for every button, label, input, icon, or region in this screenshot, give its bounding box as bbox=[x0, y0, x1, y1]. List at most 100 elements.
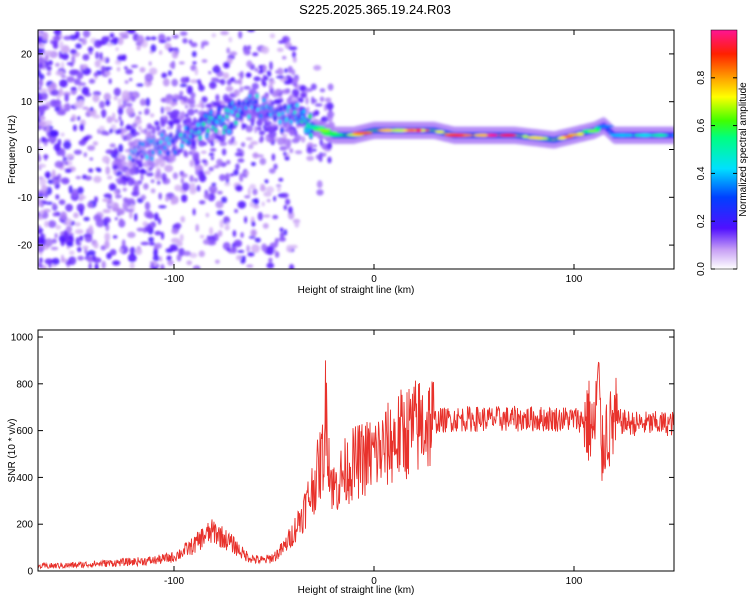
y-tick-label: 800 bbox=[16, 379, 33, 390]
heatmap-cell bbox=[220, 30, 229, 36]
heatmap-cell bbox=[189, 159, 195, 167]
heatmap-cell bbox=[71, 188, 79, 198]
x-axis-label: Height of straight line (km) bbox=[298, 585, 415, 596]
colorbar-tick-label: 0.2 bbox=[696, 214, 707, 228]
heatmap-cell bbox=[108, 183, 117, 191]
heatmap-cell bbox=[88, 168, 94, 173]
heatmap-cell bbox=[270, 78, 274, 86]
heatmap-cell bbox=[215, 134, 222, 140]
heatmap-cell bbox=[204, 113, 208, 119]
heatmap-cell bbox=[149, 242, 156, 246]
heatmap-cell bbox=[271, 153, 276, 161]
heatmap-cell bbox=[217, 190, 223, 195]
heatmap-cell bbox=[125, 68, 133, 75]
heatmap-cell bbox=[254, 67, 259, 72]
heatmap-cell bbox=[139, 67, 146, 73]
heatmap-cell bbox=[125, 103, 133, 107]
heatmap-cell bbox=[129, 246, 136, 255]
heatmap-cell bbox=[253, 105, 257, 110]
heatmap-cell bbox=[39, 177, 47, 187]
heatmap-cell bbox=[169, 112, 177, 120]
heatmap-cell bbox=[208, 185, 218, 193]
heatmap-cell bbox=[152, 255, 160, 262]
heatmap-cell bbox=[234, 208, 239, 214]
heatmap-cell bbox=[118, 115, 122, 121]
heatmap-cell bbox=[47, 85, 52, 93]
heatmap-cell bbox=[225, 114, 229, 119]
heatmap-cell bbox=[74, 222, 81, 227]
heatmap-cell bbox=[228, 102, 232, 108]
heatmap-cell bbox=[288, 206, 293, 214]
heatmap-cell bbox=[73, 149, 82, 155]
x-tick-label: -100 bbox=[164, 576, 184, 587]
heatmap-cell bbox=[258, 65, 264, 69]
heatmap-cell bbox=[38, 95, 43, 102]
heatmap-cell bbox=[298, 98, 304, 103]
heatmap-cell bbox=[251, 229, 257, 237]
heatmap-cell bbox=[237, 100, 241, 106]
heatmap-cell bbox=[197, 170, 205, 179]
heatmap-cell bbox=[278, 40, 285, 44]
heatmap-cell bbox=[245, 137, 253, 141]
heatmap-cell bbox=[247, 30, 255, 33]
snr-series-line bbox=[38, 360, 674, 570]
heatmap-cell bbox=[281, 89, 291, 95]
heatmap-cell bbox=[119, 218, 124, 225]
heatmap-cell bbox=[45, 201, 53, 205]
heatmap-cell bbox=[60, 254, 65, 263]
heatmap-cell bbox=[253, 76, 261, 82]
heatmap-cell bbox=[234, 152, 243, 157]
heatmap-cell bbox=[44, 238, 53, 247]
heatmap-cell bbox=[93, 39, 102, 48]
heatmap-cell bbox=[93, 72, 99, 77]
heatmap-cell bbox=[328, 109, 332, 113]
heatmap-cell bbox=[61, 148, 66, 158]
heatmap-cell bbox=[193, 117, 197, 124]
heatmap-cell bbox=[226, 108, 230, 113]
heatmap-cell bbox=[273, 163, 278, 170]
heatmap-cell bbox=[223, 125, 227, 130]
heatmap-cell bbox=[128, 167, 136, 176]
heatmap-cell bbox=[325, 142, 333, 150]
heatmap-cell bbox=[186, 126, 190, 131]
heatmap-cell bbox=[287, 65, 293, 74]
heatmap-cell bbox=[153, 260, 158, 268]
heatmap-cell bbox=[284, 68, 288, 73]
heatmap-cell bbox=[327, 156, 332, 164]
heatmap-cell bbox=[307, 146, 312, 152]
heatmap-cell bbox=[145, 36, 151, 41]
heatmap-cell bbox=[93, 242, 99, 249]
heatmap-cell bbox=[155, 173, 161, 177]
heatmap-cell bbox=[64, 93, 69, 102]
heatmap-cell bbox=[194, 67, 199, 76]
heatmap-cell bbox=[117, 36, 124, 46]
heatmap-cell bbox=[124, 66, 128, 70]
heatmap-cell bbox=[78, 197, 83, 202]
heatmap-cell bbox=[229, 51, 238, 56]
heatmap-cell bbox=[258, 138, 264, 144]
heatmap-cell bbox=[225, 97, 233, 101]
heatmap-cell bbox=[247, 252, 255, 257]
heatmap-cell bbox=[52, 40, 58, 49]
heatmap-cell bbox=[527, 136, 544, 140]
heatmap-cell bbox=[167, 260, 174, 266]
heatmap-cell bbox=[266, 70, 272, 75]
heatmap-cell bbox=[251, 221, 256, 227]
heatmap-cell bbox=[87, 145, 96, 151]
heatmap-cell bbox=[243, 49, 251, 56]
heatmap-cell bbox=[199, 100, 203, 108]
heatmap-cell bbox=[180, 177, 184, 184]
heatmap-cell bbox=[38, 120, 47, 127]
heatmap-cell bbox=[112, 164, 118, 171]
heatmap-cell bbox=[38, 73, 45, 81]
heatmap-cell bbox=[125, 106, 135, 116]
heatmap-cell bbox=[247, 187, 251, 196]
heatmap-cell bbox=[79, 123, 85, 132]
heatmap-cell bbox=[128, 155, 132, 161]
x-tick-label: 100 bbox=[566, 576, 583, 587]
heatmap-cell bbox=[201, 43, 204, 49]
heatmap-cell bbox=[258, 120, 263, 125]
heatmap-cell bbox=[77, 82, 87, 86]
heatmap-cell bbox=[314, 103, 323, 107]
